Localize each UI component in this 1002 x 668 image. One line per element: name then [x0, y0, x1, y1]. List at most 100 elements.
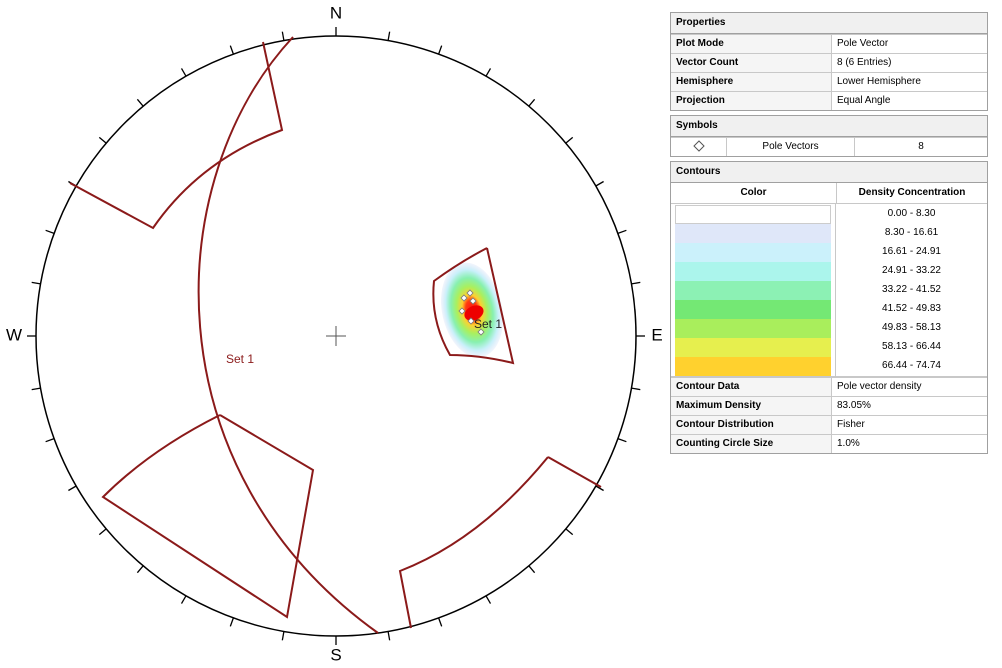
- legend-colors: [671, 204, 836, 376]
- tick-mark: [528, 98, 536, 107]
- east-label: E: [651, 325, 662, 344]
- properties-panel: Properties Plot Mode Pole Vector Vector Cou…: [670, 12, 988, 458]
- north-label: N: [330, 3, 342, 22]
- property-name: Counting Circle Size: [671, 435, 832, 453]
- section-header: Contours: [671, 162, 987, 183]
- property-row: Contour Data Pole vector density: [671, 377, 987, 396]
- tick-mark: [45, 229, 55, 235]
- tick-mark: [229, 617, 235, 627]
- tick-mark: [98, 136, 107, 144]
- west-label: W: [6, 325, 22, 344]
- tick-mark: [180, 68, 187, 77]
- legend-swatch: [675, 281, 831, 300]
- legend-range: 58.13 - 66.44: [882, 341, 941, 352]
- property-name: Vector Count: [671, 54, 832, 72]
- south-label: S: [330, 645, 341, 664]
- tick-mark: [631, 387, 641, 391]
- legend-swatch: [675, 243, 831, 262]
- tick-mark: [565, 528, 574, 536]
- tick-mark: [617, 437, 627, 443]
- tick-mark: [281, 31, 285, 41]
- tick-mark: [68, 485, 77, 492]
- property-value: Pole vector density: [837, 381, 922, 392]
- stereonet: N S W E Set 1 Set 1: [6, 3, 663, 664]
- legend-swatch: [675, 205, 831, 224]
- primitive-circle: [35, 35, 637, 637]
- property-value: Fisher: [837, 419, 865, 430]
- tick-mark: [281, 631, 285, 641]
- property-row: Projection Equal Angle: [671, 91, 987, 110]
- legend-ranges: 0.00 - 8.30 8.30 - 16.61 16.61 - 24.91 24.9…: [836, 204, 987, 376]
- pole-symbols: [458, 289, 485, 336]
- legend-range: 0.00 - 8.30: [887, 208, 936, 219]
- tick-mark: [136, 565, 144, 574]
- tick-mark: [595, 180, 604, 187]
- symbol-icon: [671, 138, 727, 156]
- legend-range: 66.44 - 74.74: [882, 360, 941, 371]
- tick-mark: [565, 136, 574, 144]
- tick-mark: [528, 565, 536, 574]
- symbol-row: Pole Vectors 8: [671, 137, 987, 156]
- column-header: Color: [671, 183, 837, 203]
- tick-mark: [229, 45, 235, 55]
- property-name: Contour Data: [671, 378, 832, 396]
- set-label: Set 1: [474, 317, 502, 331]
- legend-swatch: [675, 224, 831, 243]
- legend-swatch: [675, 300, 831, 319]
- tick-mark: [387, 631, 391, 641]
- tick-mark: [631, 281, 641, 285]
- property-name: Projection: [671, 92, 832, 110]
- property-value: 1.0%: [837, 438, 860, 449]
- legend-range: 41.52 - 49.83: [882, 303, 941, 314]
- property-name: Maximum Density: [671, 397, 832, 415]
- tick-mark: [45, 437, 55, 443]
- diamond: [692, 140, 705, 153]
- tick-mark: [180, 595, 187, 604]
- property-row: Plot Mode Pole Vector: [671, 34, 987, 53]
- property-row: Contour Distribution Fisher: [671, 415, 987, 434]
- property-value: Equal Angle: [837, 95, 891, 106]
- legend-range: 16.61 - 24.91: [882, 246, 941, 257]
- legend-range: 24.91 - 33.22: [882, 265, 941, 276]
- property-name: Contour Distribution: [671, 416, 832, 434]
- properties-box: Properties Plot Mode Pole Vector Vector Cou…: [670, 12, 988, 111]
- tick-mark: [98, 528, 107, 536]
- tick-mark: [136, 98, 144, 107]
- tick-mark: [617, 229, 627, 235]
- property-row: Hemisphere Lower Hemisphere: [671, 72, 987, 91]
- set-label: Set 1: [226, 352, 254, 366]
- section-header: Symbols: [671, 116, 987, 137]
- symbol-count: 8: [918, 141, 924, 152]
- legend-swatch: [675, 319, 831, 338]
- density-peak: [464, 305, 484, 321]
- legend-range: 33.22 - 41.52: [882, 284, 941, 295]
- tick-mark: [387, 31, 391, 41]
- tick-mark: [595, 485, 604, 492]
- property-row: Vector Count 8 (6 Entries): [671, 53, 987, 72]
- legend-swatch: [675, 262, 831, 281]
- legend-swatch: [675, 357, 831, 376]
- contours-box: Contours Color Density Concentration 0.0…: [670, 161, 988, 454]
- property-value: 8 (6 Entries): [837, 57, 892, 68]
- tick-mark: [31, 281, 41, 285]
- tick-mark: [31, 387, 41, 391]
- property-value: Lower Hemisphere: [837, 76, 921, 87]
- symbols-box: Symbols Pole Vectors 8: [670, 115, 988, 157]
- column-header: Density Concentration: [858, 187, 966, 198]
- legend-range: 49.83 - 58.13: [882, 322, 941, 333]
- property-value: Pole Vector: [837, 38, 889, 49]
- tick-mark: [437, 617, 443, 627]
- set-windows: [69, 36, 602, 634]
- tick-mark: [437, 45, 443, 55]
- legend: 0.00 - 8.30 8.30 - 16.61 16.61 - 24.91 24.9…: [671, 204, 987, 377]
- section-header: Properties: [671, 13, 987, 34]
- legend-swatch: [675, 338, 831, 357]
- legend-range: 8.30 - 16.61: [884, 227, 939, 238]
- legend-header: Color Density Concentration: [671, 183, 987, 204]
- legend-body: 0.00 - 8.30 8.30 - 16.61 16.61 - 24.91 24.9…: [671, 204, 987, 377]
- property-name: Hemisphere: [671, 73, 832, 91]
- tick-mark: [485, 595, 492, 604]
- property-value: 83.05%: [837, 400, 871, 411]
- property-row: Maximum Density 83.05%: [671, 396, 987, 415]
